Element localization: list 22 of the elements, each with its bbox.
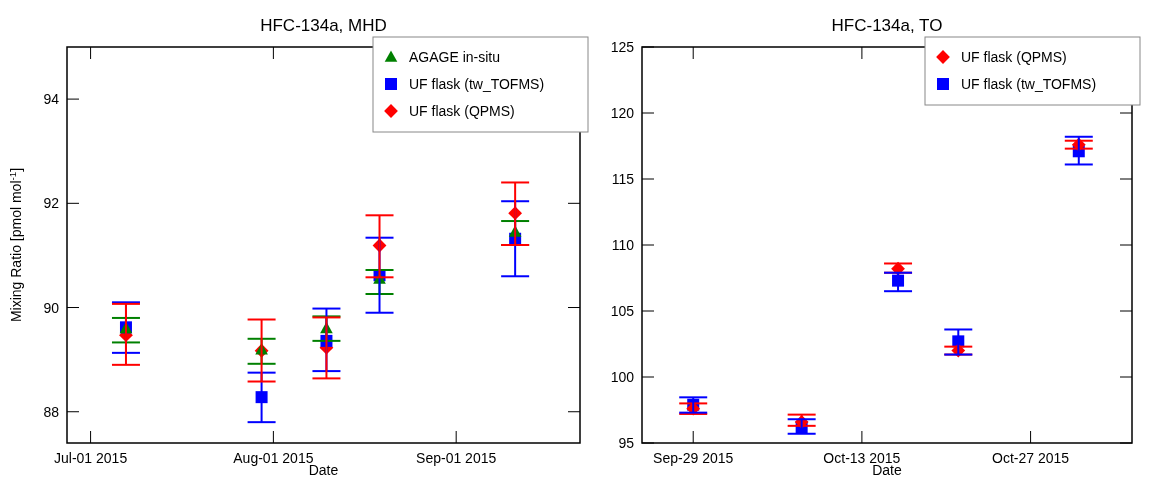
y-tick-label: 88 [43,403,60,420]
y-tick-label: 120 [610,105,635,121]
legend-label: AGAGE in-situ [409,49,501,65]
legend-label: UF flask (QPMS) [409,103,515,119]
y-tick-label: 105 [610,303,635,319]
x-tick-label: Oct-27 2015 [992,450,1070,466]
y-tick-label: 125 [610,39,635,55]
y-tick-label: 115 [611,171,635,187]
x-tick-label: Jul-01 2015 [54,450,128,466]
legend-label: UF flask (QPMS) [961,49,1067,65]
y-tick-label: 94 [43,91,60,108]
x-tick-label: Sep-29 2015 [653,450,734,466]
chart-title: HFC-134a, TO [831,16,943,35]
y-tick-label: 92 [43,195,60,212]
y-tick-label: 100 [610,369,635,385]
legend-label: UF flask (tw_TOFMS) [409,76,545,92]
y-tick-label: 110 [611,237,635,253]
y-tick-label: 95 [618,435,635,451]
y-tick-label: 90 [43,299,60,316]
chart-title: HFC-134a, MHD [260,16,387,35]
x-tick-label: Sep-01 2015 [416,450,497,466]
legend-label: UF flask (tw_TOFMS) [961,76,1097,92]
